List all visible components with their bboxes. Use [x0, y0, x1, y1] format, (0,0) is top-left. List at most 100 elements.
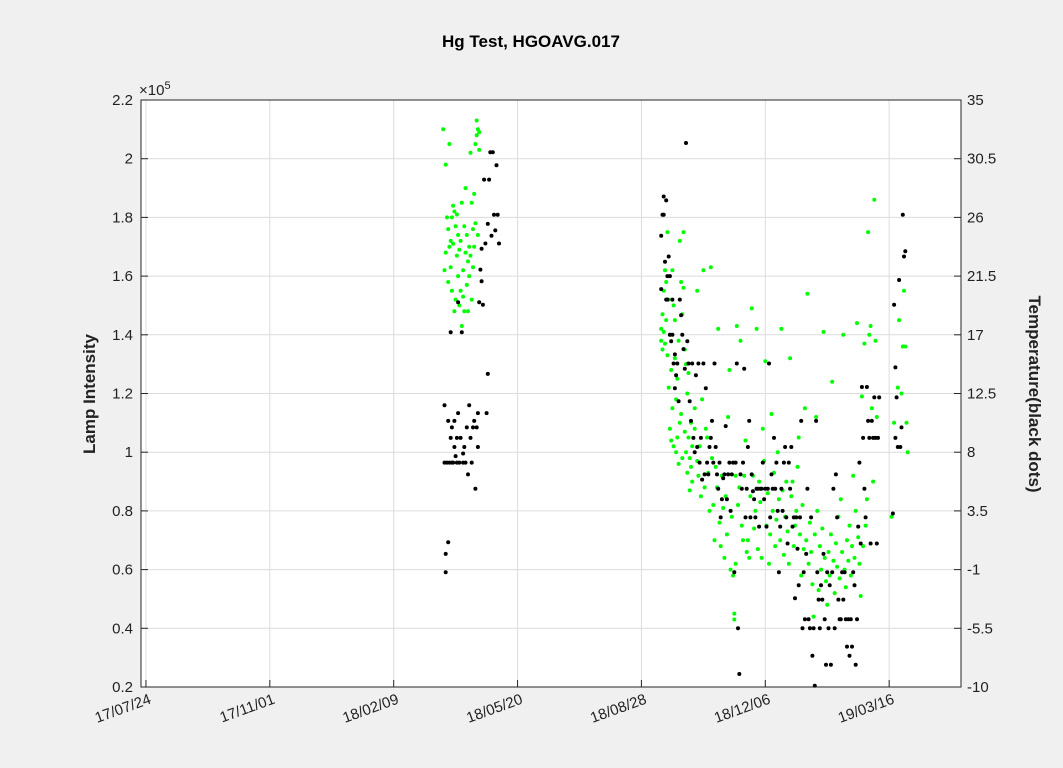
- temperature-point: [835, 515, 840, 520]
- lamp-intensity-point: [449, 215, 454, 220]
- temperature-point: [748, 515, 753, 520]
- lamp-intensity-point: [457, 247, 462, 252]
- temperature-point: [876, 435, 880, 440]
- lamp-intensity-point: [872, 197, 877, 202]
- temperature-point: [467, 403, 472, 408]
- lamp-intensity-point: [838, 497, 843, 502]
- lamp-intensity-point: [786, 561, 791, 566]
- y2-tick-label: -5.5: [967, 620, 993, 637]
- temperature-point: [801, 570, 806, 575]
- temperature-point: [838, 617, 843, 622]
- lamp-intensity-point: [459, 200, 464, 205]
- lamp-intensity-point: [811, 614, 816, 619]
- temperature-point: [679, 313, 684, 318]
- lamp-intensity-point: [807, 520, 812, 525]
- lamp-intensity-point: [689, 464, 693, 469]
- temperature-point: [721, 476, 726, 481]
- temperature-point: [711, 460, 716, 465]
- temperature-point: [862, 486, 867, 491]
- lamp-intensity-point: [799, 573, 804, 578]
- lamp-intensity-point: [765, 491, 770, 496]
- lamp-intensity-point: [795, 464, 800, 469]
- lamp-intensity-point: [863, 523, 868, 528]
- temperature-point: [894, 395, 899, 400]
- temperature-point: [466, 472, 470, 477]
- lamp-intensity-point: [468, 253, 473, 258]
- lamp-intensity-point: [462, 224, 467, 229]
- temperature-point: [869, 418, 874, 423]
- y2-axis-label: Temperature(black dots): [1025, 295, 1044, 492]
- temperature-point: [713, 445, 718, 449]
- temperature-point: [675, 361, 680, 366]
- temperature-point: [816, 597, 821, 602]
- temperature-point: [695, 445, 700, 449]
- lamp-intensity-point: [443, 162, 448, 167]
- temperature-point: [752, 497, 757, 502]
- lamp-intensity-point: [676, 338, 681, 343]
- temperature-point: [484, 411, 489, 416]
- lamp-intensity-point: [446, 227, 451, 232]
- temperature-point: [842, 570, 847, 575]
- temperature-point: [815, 570, 820, 575]
- y-tick-label: 0.2: [112, 679, 133, 696]
- lamp-intensity-point: [742, 473, 747, 478]
- lamp-intensity-point: [744, 550, 749, 554]
- lamp-intensity-point: [727, 368, 732, 372]
- lamp-intensity-point: [708, 265, 713, 270]
- y2-tick-label: -10: [967, 679, 989, 696]
- lamp-intensity-point: [745, 538, 750, 543]
- lamp-intensity-point: [452, 209, 457, 214]
- lamp-intensity-point: [767, 561, 771, 566]
- temperature-point: [692, 450, 697, 455]
- lamp-intensity-point: [873, 338, 878, 343]
- lamp-intensity-point: [755, 547, 760, 552]
- lamp-intensity-point: [659, 326, 664, 331]
- lamp-intensity-point: [862, 341, 867, 346]
- lamp-intensity-point: [866, 230, 871, 235]
- lamp-intensity-point: [794, 508, 799, 513]
- lamp-intensity-point: [456, 274, 461, 279]
- lamp-intensity-point: [753, 508, 758, 513]
- temperature-point: [778, 524, 783, 529]
- lamp-intensity-point: [841, 332, 846, 337]
- temperature-point: [659, 233, 664, 238]
- lamp-intensity-point: [475, 127, 480, 132]
- temperature-point: [789, 445, 794, 449]
- lamp-intensity-point: [718, 544, 723, 549]
- lamp-intensity-point: [475, 233, 480, 237]
- y-tick-label: 0.4: [112, 620, 133, 637]
- temperature-point: [493, 228, 498, 233]
- temperature-point: [784, 515, 789, 520]
- lamp-intensity-point: [663, 268, 667, 273]
- temperature-point: [689, 418, 693, 423]
- lamp-intensity-point: [788, 356, 793, 361]
- temperature-point: [857, 460, 862, 465]
- temperature-point: [497, 241, 501, 246]
- lamp-intensity-point: [692, 426, 697, 431]
- lamp-intensity-point: [675, 435, 680, 440]
- lamp-intensity-point: [785, 529, 790, 534]
- lamp-intensity-point: [454, 212, 459, 217]
- temperature-point: [726, 472, 731, 477]
- temperature-point: [456, 411, 461, 416]
- temperature-point: [861, 435, 866, 440]
- lamp-intensity-point: [442, 268, 447, 273]
- temperature-point: [897, 278, 902, 282]
- lamp-intensity-point: [477, 130, 482, 135]
- lamp-intensity-point: [670, 268, 675, 273]
- temperature-point: [866, 418, 871, 423]
- temperature-point: [822, 617, 827, 622]
- temperature-point: [738, 472, 743, 477]
- lamp-intensity-point: [472, 191, 477, 196]
- temperature-point: [451, 460, 456, 465]
- temperature-point: [715, 472, 719, 477]
- temperature-point: [824, 662, 828, 667]
- temperature-point: [676, 399, 681, 404]
- lamp-intensity-point: [690, 444, 695, 449]
- lamp-intensity-point: [684, 450, 688, 455]
- lamp-intensity-point: [472, 244, 477, 249]
- temperature-point: [494, 163, 499, 168]
- lamp-intensity-point: [671, 444, 676, 449]
- temperature-point: [670, 332, 675, 337]
- lamp-intensity-point: [469, 297, 474, 302]
